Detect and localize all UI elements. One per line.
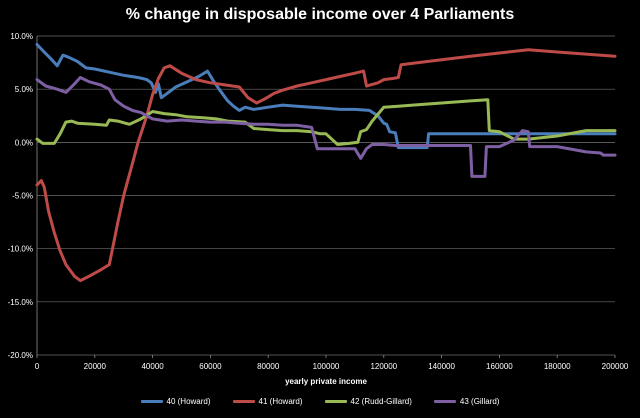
x-tick-label: 80000 [257,362,280,371]
x-tick-label: 140000 [428,362,455,371]
x-tick-label: 60000 [199,362,222,371]
legend-swatch [433,400,456,403]
legend-item: 41 (Howard) [232,397,303,406]
gridlines [37,35,615,356]
legend: 40 (Howard) 41 (Howard) 42 (Rudd-Gillard) 4… [0,397,640,406]
y-tick-label: -10.0% [8,245,33,254]
x-axis-label: yearly private income [285,377,367,386]
x-tick-label: 180000 [544,362,571,371]
x-tick-label: 0 [35,362,40,371]
legend-swatch [232,400,255,403]
legend-item: 42 (Rudd-Gillard) [324,397,412,406]
legend-item: 43 (Gillard) [433,397,500,406]
x-tick-label: 200000 [602,362,629,371]
x-tick-label: 120000 [370,362,397,371]
x-tick-label: 40000 [141,362,164,371]
x-tick-labels: 0 20000 40000 60000 80000 100000 120000 140000 1… [35,362,629,371]
legend-swatch [140,400,163,403]
axes [36,36,616,358]
legend-label: 43 (Gillard) [459,397,500,406]
chart-title: % change in disposable income over 4 Par… [125,6,515,23]
y-tick-label: -5.0% [12,192,33,201]
y-tick-label: 10.0% [10,32,33,41]
x-tick-label: 100000 [313,362,340,371]
x-tick-label: 20000 [84,362,107,371]
legend-item: 40 (Howard) [140,397,211,406]
legend-label: 42 (Rudd-Gillard) [350,397,412,406]
y-tick-labels: 10.0% 5.0% 0.0% -5.0% -10.0% -15.0% -20.0% [8,32,33,360]
series-lines [35,43,617,283]
y-tick-label: 0.0% [15,138,33,147]
y-tick-label: -15.0% [8,298,33,307]
legend-label: 40 (Howard) [166,397,211,406]
series-line [35,98,617,146]
series-line [35,48,617,283]
series-line [35,76,617,178]
x-tick-label: 160000 [486,362,513,371]
legend-swatch [324,400,347,403]
y-tick-label: -20.0% [8,351,33,360]
y-tick-label: 5.0% [15,85,33,94]
series-line [35,43,617,150]
legend-label: 41 (Howard) [258,397,303,406]
